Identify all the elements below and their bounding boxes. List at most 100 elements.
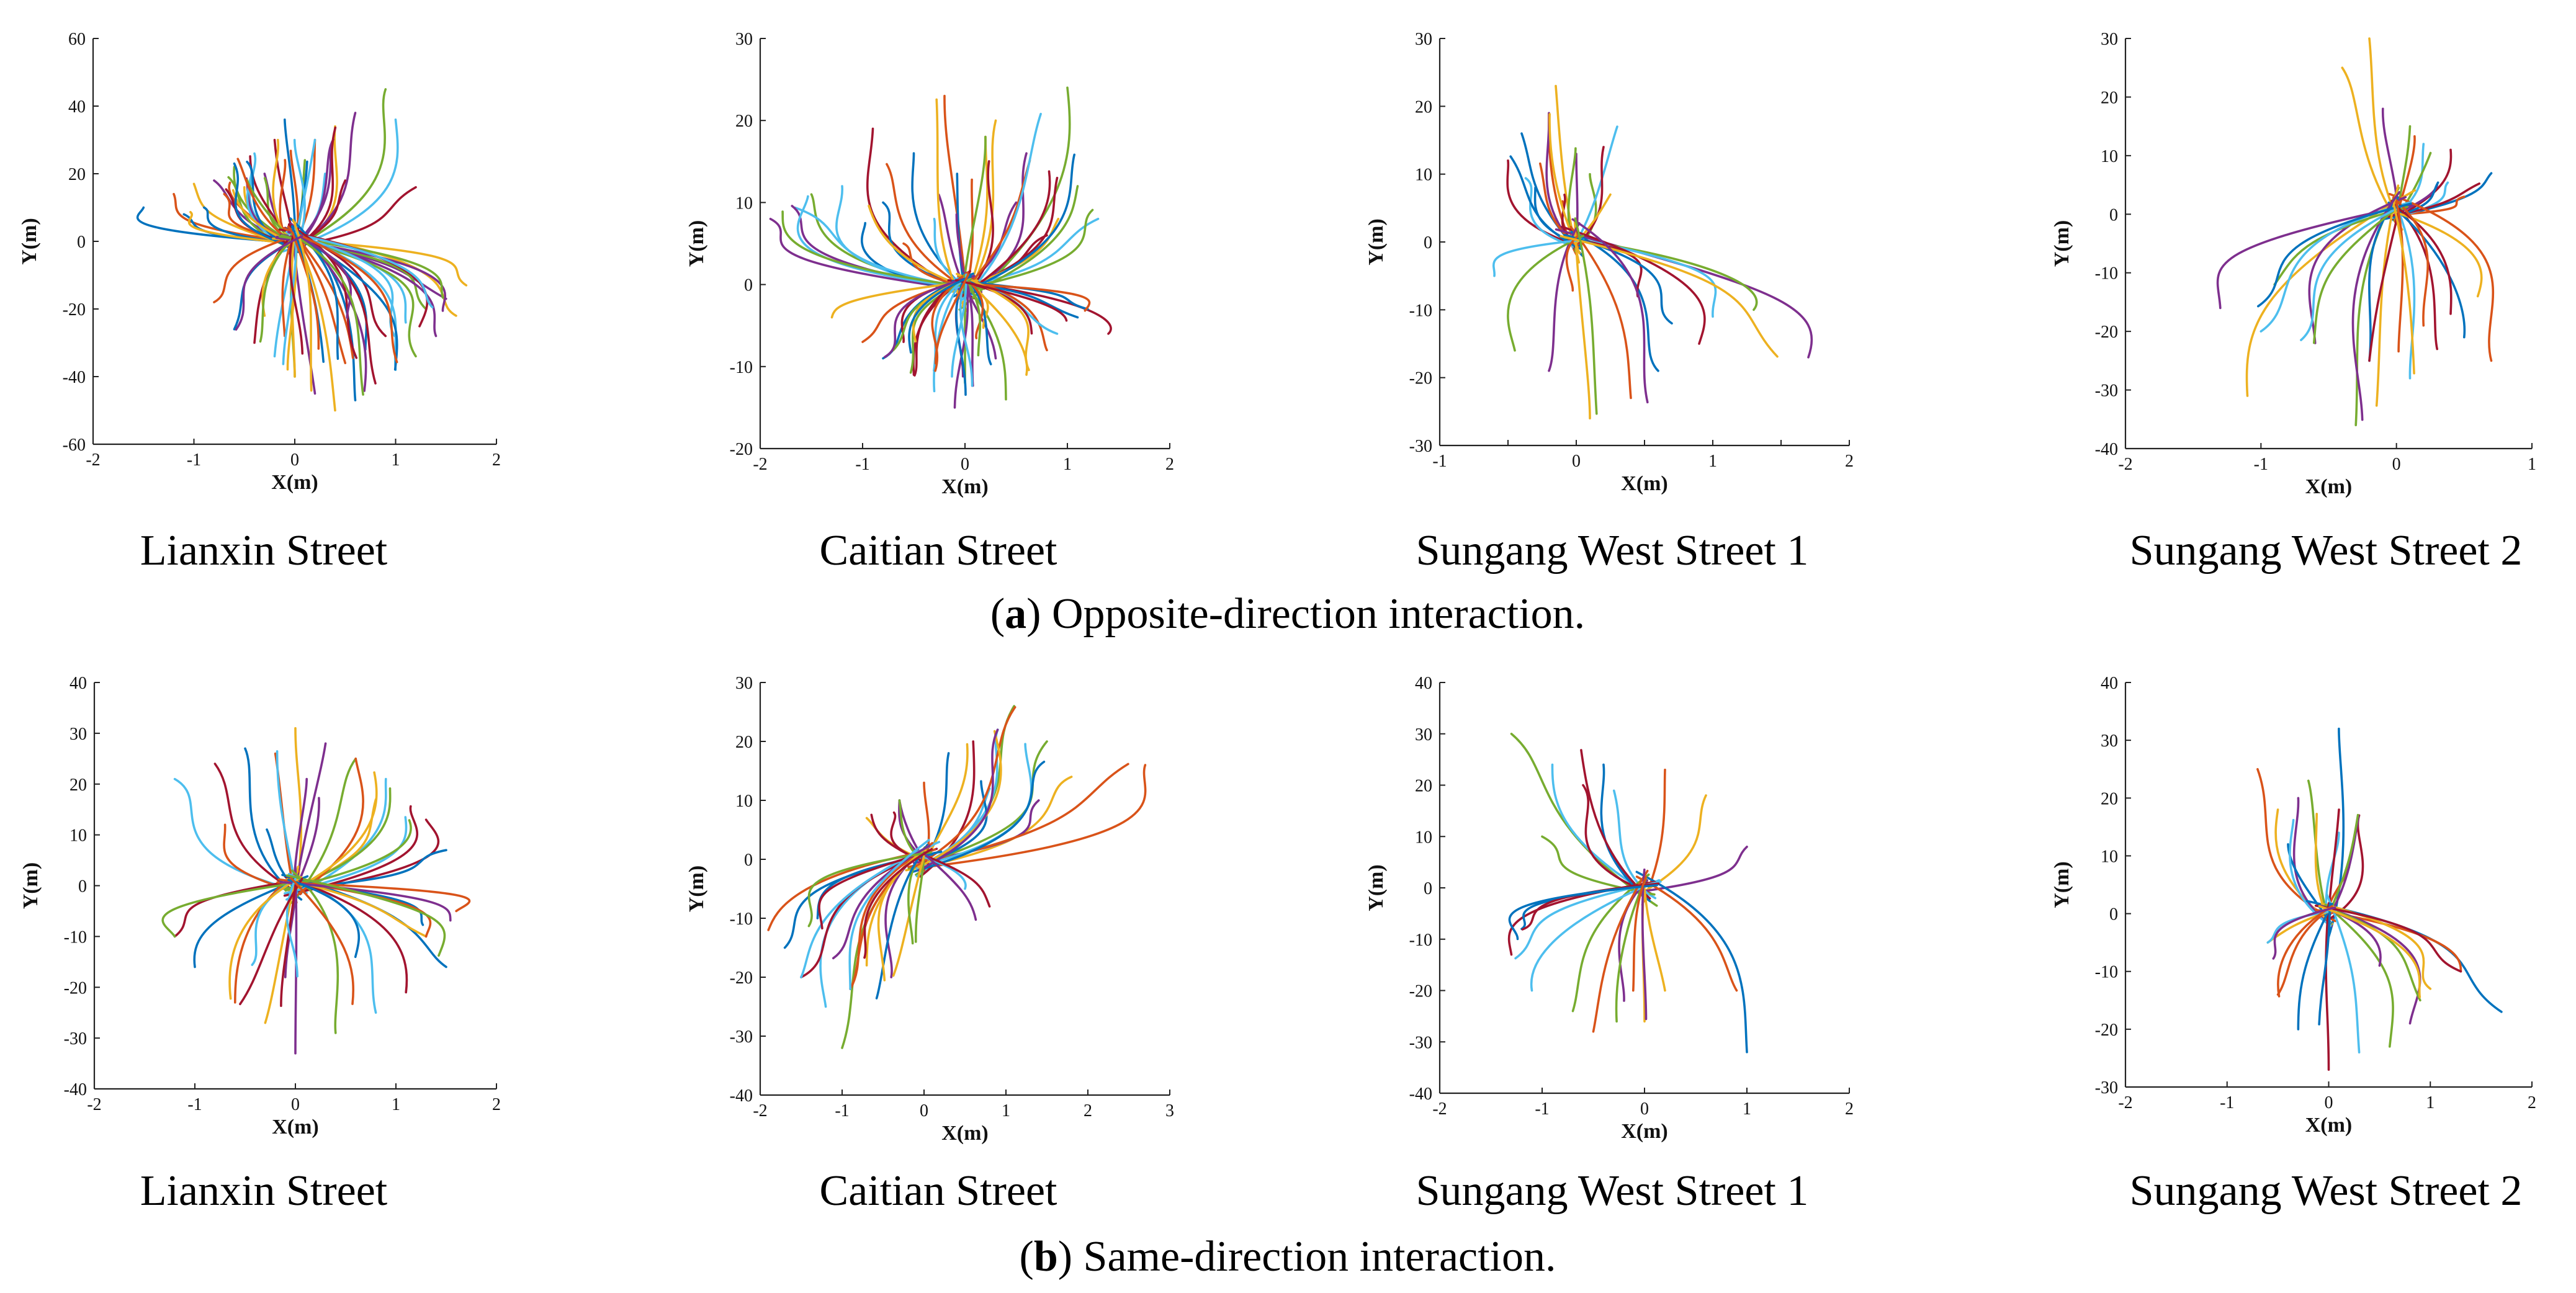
panel-b-lianxin-street-trajectory-upper <box>213 763 302 895</box>
panel-a-sungang-west-street-1-trajectory-lower <box>1574 217 1598 415</box>
panel-a-caitian-street-trajectory-upper <box>950 208 1094 293</box>
panel-b-sungang-west-street-1-y-tick-label: 40 <box>1415 674 1432 693</box>
panel-b-lianxin-street: -2 -1 0 1 2-40-30-20-10010203040X(m)Y(m)Lian… <box>19 674 501 1215</box>
panel-a-sungang-west-street-2-y-tick-label: -40 <box>2095 440 2118 459</box>
panel-b-lianxin-street-trajectory-lower <box>193 875 309 969</box>
panel-b-sungang-west-street-2-y-tick-label: 20 <box>2101 789 2118 808</box>
panel-a-caitian-street-trajectory-upper <box>943 94 968 299</box>
panel-a-lianxin-street-trajectory-upper <box>187 211 305 246</box>
panel-a-caitian-street-x-tick-label: -2 <box>753 455 767 474</box>
panel-b-sungang-west-street-2-y-tick-label: -10 <box>2095 963 2118 982</box>
panel-b-lianxin-street-trajectory-lower <box>290 877 355 1005</box>
panel-a-caitian-street-y-tick-label: 20 <box>735 112 753 131</box>
panel-b-sungang-west-street-2-trajectory-lower <box>2318 904 2421 1025</box>
panel-a-caitian-street-trajectory-upper <box>952 153 1075 298</box>
panel-a-caitian-street-y-label: Y(m) <box>685 220 708 267</box>
panel-b-caitian-street-trajectory-upper <box>912 706 1016 869</box>
panel-a-sungang-west-street-2-trajectory-upper <box>2392 148 2453 221</box>
panel-a-lianxin-street-trajectory-lower <box>275 236 446 312</box>
panel-b-caitian-street-trajectory-lower <box>919 852 991 908</box>
panel-a-lianxin-street-trajectory-lower <box>282 226 398 364</box>
panel-a-sungang-west-street-2-y-tick-label: 0 <box>2109 205 2118 225</box>
panel-a-lianxin-street-trajectory-upper <box>233 162 302 251</box>
panel-a-sungang-west-street-2-trajectory-lower <box>2300 202 2408 341</box>
panel-b-caitian-street-trajectory-upper <box>917 728 999 872</box>
panel-a-lianxin-street-y-tick-label: 20 <box>68 165 86 184</box>
panel-a-lianxin-street-x-tick-label: 1 <box>392 450 400 470</box>
panel-a-lianxin-street-trajectory-lower <box>292 218 313 392</box>
panel-b-sungang-west-street-2-y-tick-label: -20 <box>2095 1021 2118 1040</box>
panel-a-sungang-west-street-1-trajectory-upper <box>1573 146 1605 249</box>
panel-a-caitian-street-trajectory-lower <box>908 275 972 354</box>
panel-b-sungang-west-street-2-trajectory-upper <box>2289 818 2332 927</box>
panel-b-sungang-west-street-2-trajectory-lower <box>2314 904 2462 973</box>
panel-a-sungang-west-street-2-trajectory-lower <box>2313 204 2402 344</box>
panel-a-sungang-west-street-2-trajectory-lower <box>2394 202 2416 380</box>
panel-a-lianxin-street-trajectory-lower <box>272 237 468 287</box>
panel-a-caitian-street-y-tick-label: -10 <box>730 358 753 377</box>
panel-a-sungang-west-street-2-trajectory-lower <box>2385 208 2483 298</box>
row-b-caption-letter: b <box>1034 1233 1058 1281</box>
panel-a-sungang-west-street-2-y-tick-label: 30 <box>2101 30 2118 49</box>
panel-b-sungang-west-street-1-trajectory-lower <box>1641 868 1648 1021</box>
panel-a-sungang-west-street-2-trajectory-lower <box>2392 196 2429 327</box>
panel-b-caitian-street-trajectory-lower <box>920 849 977 921</box>
panel-a-caitian-street-x-tick-label: 1 <box>1063 455 1072 474</box>
panel-b-sungang-west-street-2-x-tick-label: 1 <box>2426 1093 2435 1112</box>
panel-a-caitian-street-trajectory-upper <box>953 218 1100 289</box>
panel-a-sungang-west-street-1-trajectory-lower <box>1507 235 1584 352</box>
panel-a-sungang-west-street-2-trajectory-lower <box>2388 192 2495 362</box>
panel-b-sungang-west-street-2-y-label: Y(m) <box>2050 861 2073 908</box>
row-b-caption: (b) Same-direction interaction. <box>1020 1233 1556 1281</box>
panel-a-sungang-west-street-1-trajectory-upper <box>1506 159 1583 248</box>
panel-b-sungang-west-street-1-y-tick-label: -30 <box>1409 1033 1432 1052</box>
panel-a-sungang-west-street-1-y-tick-label: -20 <box>1409 369 1432 388</box>
panel-b-lianxin-street-trajectory-upper <box>244 747 303 901</box>
panel-a-lianxin-street-y-tick-label: 40 <box>68 97 86 117</box>
panel-a-sungang-west-street-1-trajectories <box>1492 84 1813 420</box>
panel-a-lianxin-street-x-tick-label: 0 <box>290 450 299 470</box>
panel-a-caitian-street-trajectory-lower <box>963 277 984 339</box>
panel-a-sungang-west-street-2-trajectory-upper <box>2341 66 2403 231</box>
panel-a-caitian-street-trajectory-upper <box>963 160 994 299</box>
panel-a-lianxin-street-x-tick-label: -2 <box>86 450 100 470</box>
panel-a-lianxin-street: -2 -1 0 1 2 -60 -40 -20 0 20 40 60 X(m) Y(m) Lianxin S… <box>18 30 501 575</box>
panel-a-caitian-street-trajectory-lower <box>934 273 970 365</box>
panel-a-caitian-street-trajectory-lower <box>954 279 1068 322</box>
panel-b-sungang-west-street-2-caption: Sungang West Street 2 <box>2130 1167 2523 1215</box>
panel-b-caitian-street-trajectory-lower <box>818 850 931 930</box>
panel-a-sungang-west-street-1-trajectory-upper <box>1509 155 1583 251</box>
panel-b-lianxin-street-y-tick-label: 30 <box>70 725 87 744</box>
panel-b-caitian-street-x-tick-label: -2 <box>753 1101 767 1121</box>
panel-b-lianxin-street-trajectory-upper <box>288 758 364 902</box>
panel-a-sungang-west-street-2-x-tick-label: -1 <box>2254 455 2268 474</box>
panel-a-sungang-west-street-1-caption: Sungang West Street 1 <box>1416 527 1809 575</box>
panel-a-caitian-street-trajectory-lower <box>953 271 969 409</box>
panel-b-caitian-street-trajectory-lower <box>807 851 932 928</box>
panel-a-lianxin-street-trajectory-lower <box>281 228 297 338</box>
panel-b-sungang-west-street-1-y-tick-label: -10 <box>1409 931 1432 950</box>
panel-b-sungang-west-street-1-trajectory-lower <box>1615 877 1648 1023</box>
panel-a-lianxin-street-trajectory-lower <box>285 231 434 308</box>
panel-b-sungang-west-street-2-trajectory-lower <box>2324 903 2394 1048</box>
panel-a-lianxin-street-x-tick-label: 2 <box>492 450 501 470</box>
panel-b-sungang-west-street-1-x-tick-label: 1 <box>1743 1099 1751 1119</box>
panel-b-lianxin-street-trajectory-lower <box>264 866 300 1024</box>
panel-a-lianxin-street-x-label: X(m) <box>271 471 318 494</box>
panel-b-caitian-street-y-tick-label: -30 <box>730 1027 753 1047</box>
panel-b-lianxin-street-trajectory-lower <box>239 877 303 1006</box>
panel-b-lianxin-street-y-tick-label: 20 <box>70 776 87 795</box>
panel-a-lianxin-street-trajectory-lower <box>287 231 352 319</box>
panel-b-sungang-west-street-1-trajectory-upper <box>1510 733 1658 907</box>
row-a-caption-letter: a <box>1005 590 1026 638</box>
panel-b-caitian-street-trajectory-lower <box>800 848 938 978</box>
panel-b-sungang-west-street-1-trajectory-upper <box>1541 835 1656 896</box>
panel-b-caitian-street-y-tick-label: -40 <box>730 1086 753 1106</box>
panel-b-sungang-west-street-2-y-tick-label: -30 <box>2095 1078 2118 1098</box>
panel-a-caitian-street-trajectory-upper <box>781 210 985 290</box>
panel-b-lianxin-street-trajectory-lower <box>234 870 300 1004</box>
panel-a-caitian-street-trajectory-lower <box>963 274 982 357</box>
panel-a-sungang-west-street-1-trajectory-upper <box>1572 125 1618 249</box>
panel-b-caitian-street-trajectory-lower <box>863 848 933 959</box>
